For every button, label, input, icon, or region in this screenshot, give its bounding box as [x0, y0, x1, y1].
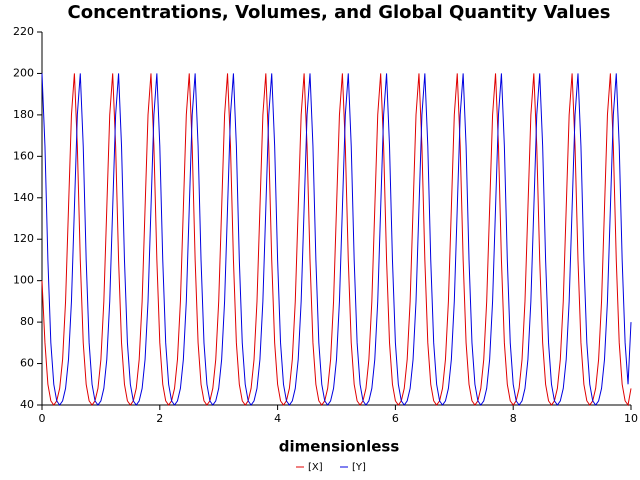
x-tick-label: 6	[392, 412, 399, 425]
x-tick-label: 0	[39, 412, 46, 425]
chart-title: Concentrations, Volumes, and Global Quan…	[68, 2, 611, 23]
y-tick-label: 200	[13, 66, 34, 79]
legend-label: [X]	[308, 462, 323, 473]
series-line	[41, 73, 632, 407]
legend-label: [Y]	[352, 462, 366, 473]
y-tick-label: 60	[20, 357, 34, 370]
y-tick-label: 100	[13, 274, 34, 287]
x-axis-label: dimensionless	[279, 438, 400, 456]
y-tick-label: 80	[20, 315, 34, 328]
x-tick-label: 2	[156, 412, 163, 425]
y-tick-label: 140	[13, 191, 34, 204]
x-tick-label: 10	[624, 412, 638, 425]
y-tick-label: 160	[13, 149, 34, 162]
y-tick-label: 120	[13, 232, 34, 245]
x-tick-label: 8	[510, 412, 517, 425]
series-line	[41, 73, 632, 406]
x-tick-label: 4	[274, 412, 281, 425]
y-tick-label: 220	[13, 25, 34, 38]
y-tick-label: 40	[20, 398, 34, 411]
y-tick-label: 180	[13, 108, 34, 121]
